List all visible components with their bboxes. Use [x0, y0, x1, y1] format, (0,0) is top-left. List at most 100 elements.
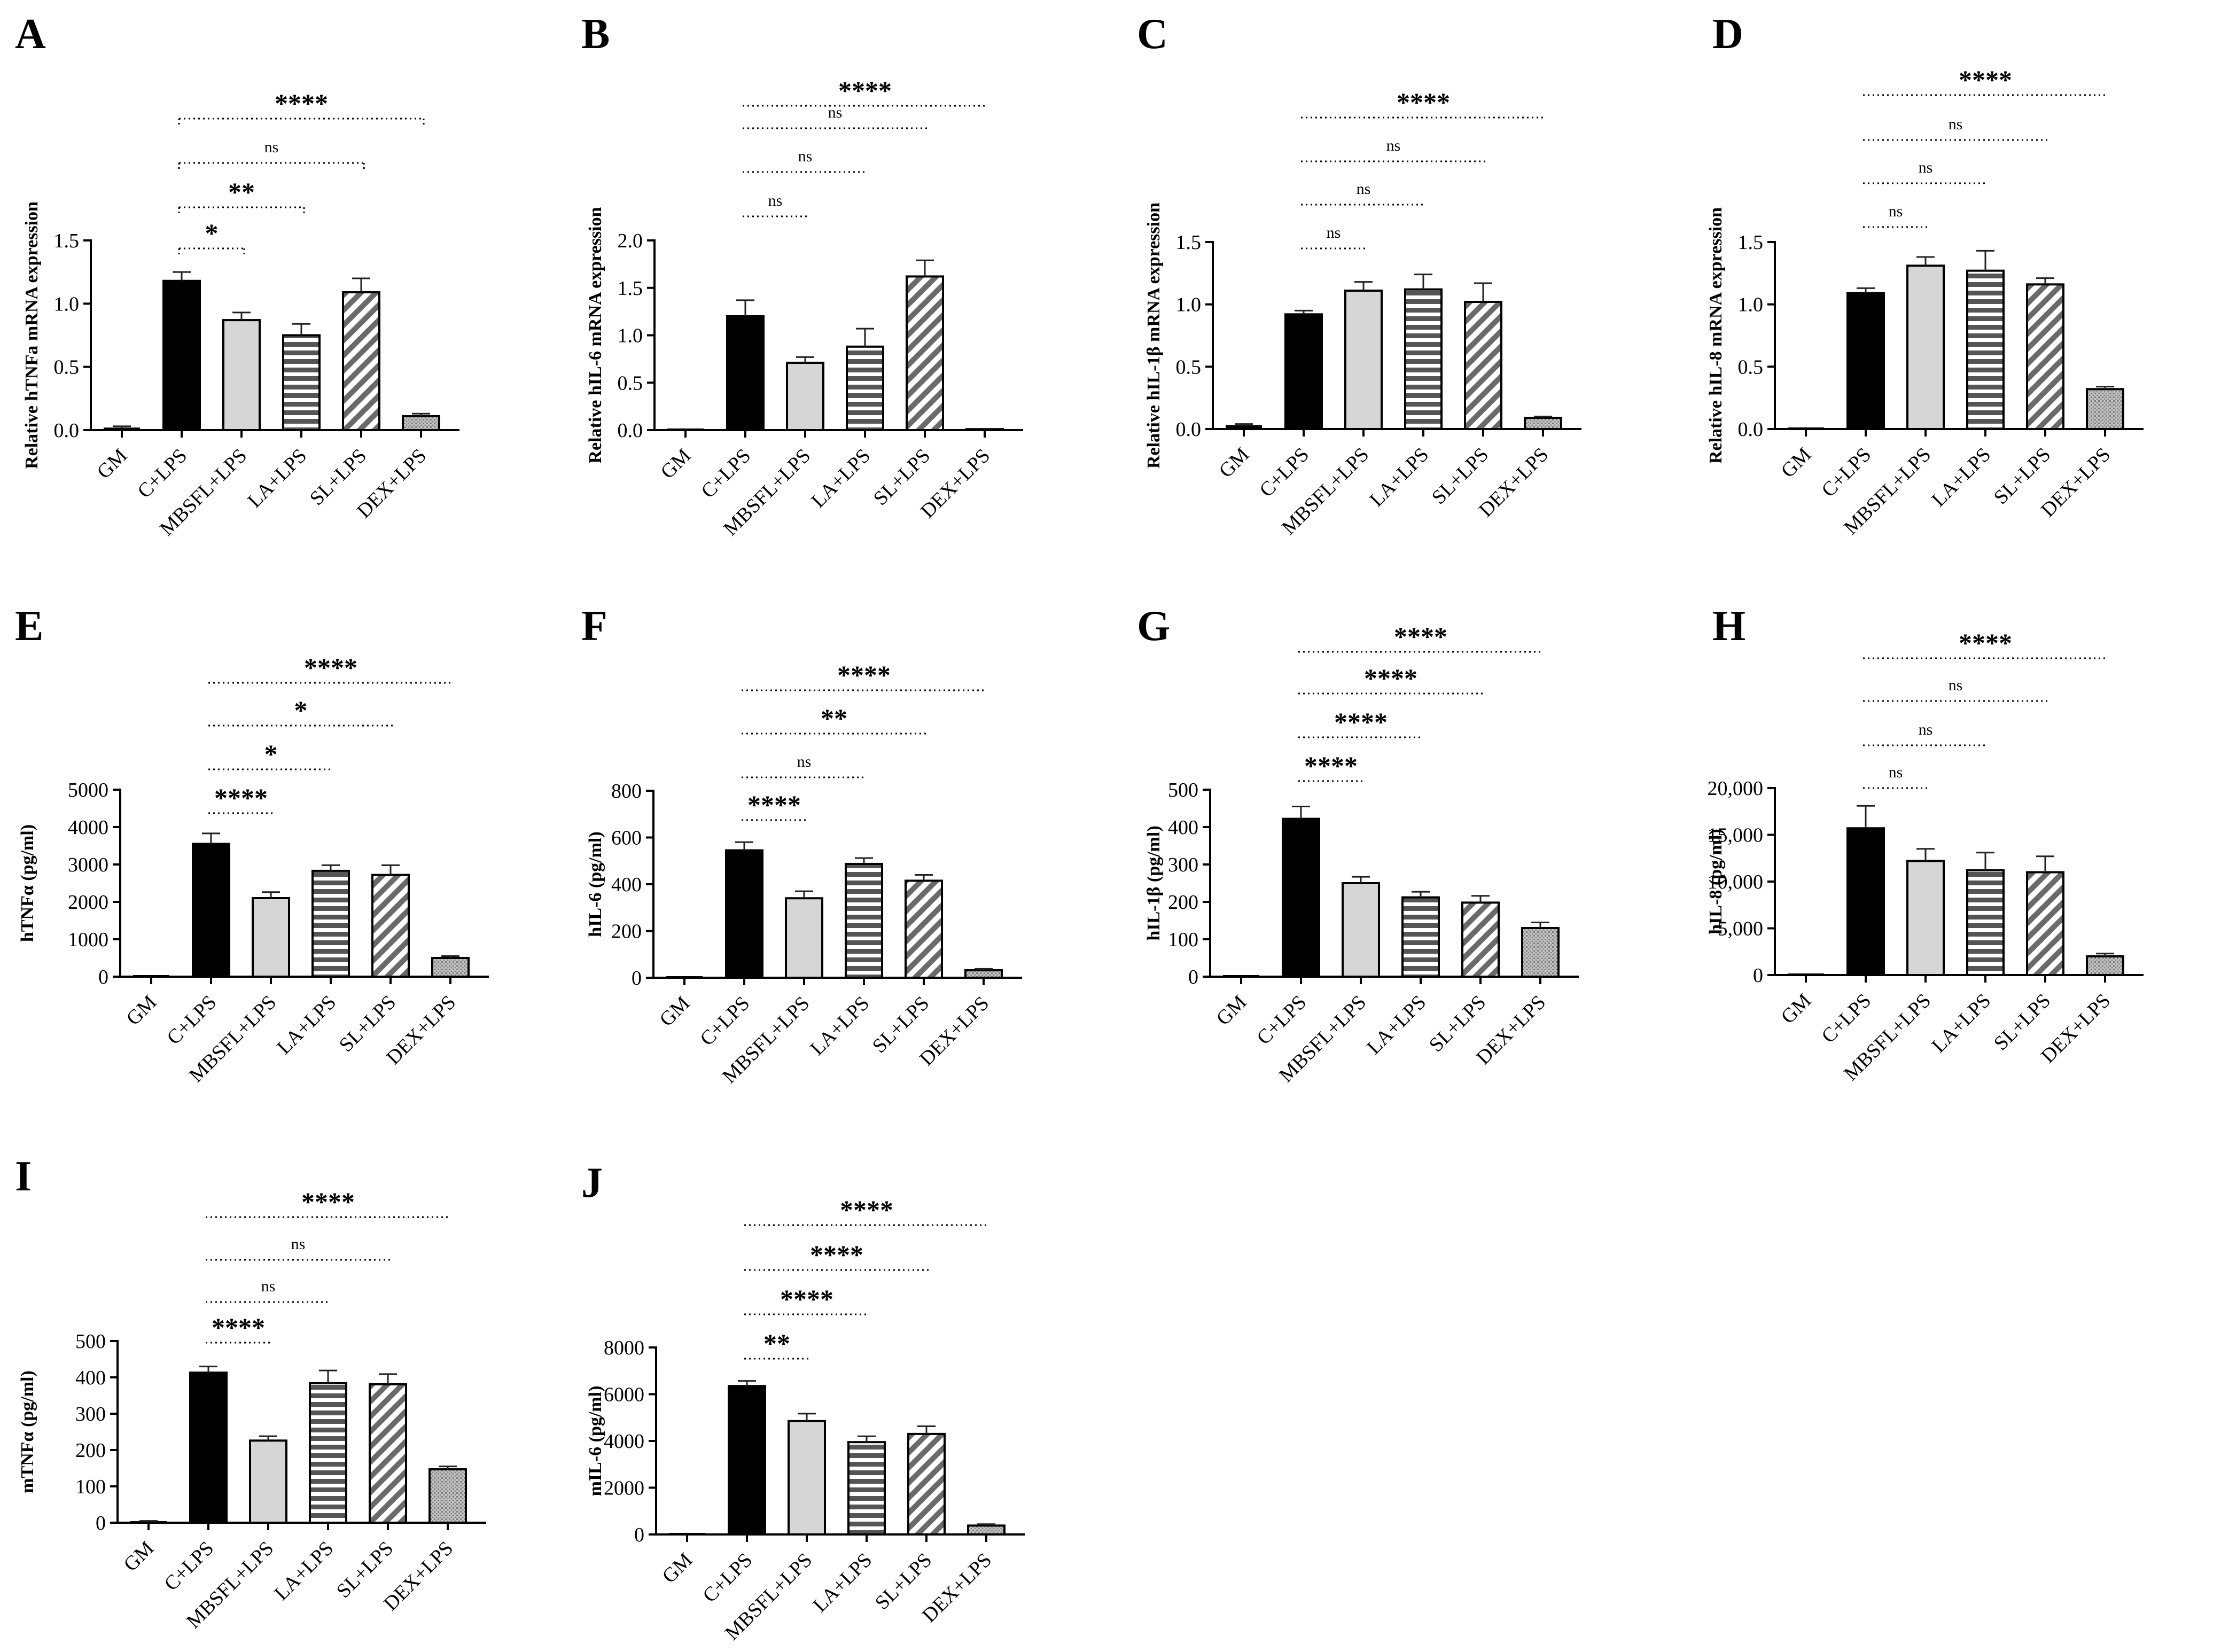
y-tick-label: 200	[75, 1439, 106, 1462]
significance-label: *	[294, 695, 308, 725]
bar-la-lps	[282, 334, 321, 431]
bar-mbsfl-lps	[252, 897, 290, 978]
y-tick-label: 400	[611, 874, 642, 896]
bar-la-lps	[846, 345, 884, 431]
bar-dex-lps	[964, 969, 1003, 979]
significance-label: ****	[304, 652, 357, 682]
bar-sl-lps	[906, 275, 944, 431]
y-tick-label: 500	[1168, 779, 1198, 801]
significance-label: ****	[810, 1240, 863, 1269]
chart-panel-h: H 0 5,000 10,000 15,000 20,000 hIL-8 (pg/ml) GM…	[1706, 603, 2144, 1085]
bar-sl-lps	[342, 291, 380, 431]
y-axis-title: Relative hTNFa mRNA expression	[22, 201, 42, 469]
bar-gm	[1226, 425, 1262, 429]
y-tick-label: 400	[75, 1367, 106, 1389]
significance-label: ****	[1304, 751, 1358, 781]
y-tick-label: 1000	[68, 929, 108, 951]
bar-la-lps	[847, 1441, 886, 1536]
bar-sl-lps	[371, 874, 410, 978]
bar-dex-lps	[1521, 927, 1560, 978]
significance-label: ns	[1919, 159, 1933, 176]
y-axis-title: Relative hIL-8 mRNA expression	[1706, 207, 1726, 464]
bar-c-lps	[728, 1385, 766, 1536]
x-category-label: LA+LPS	[1927, 443, 1995, 511]
significance-label: ****	[212, 1312, 265, 1342]
x-category-label: C+LPS	[1817, 443, 1875, 502]
significance-label: **	[763, 1328, 790, 1358]
y-tick-label: 1.5	[618, 277, 643, 300]
bar-c-lps	[725, 849, 763, 979]
y-axis-title: mIL-6 (pg/ml)	[586, 1386, 605, 1497]
x-category-label: LA+LPS	[270, 1537, 338, 1605]
x-category-label: LA+LPS	[243, 445, 311, 512]
bar-dex-lps	[402, 415, 440, 432]
bar-c-lps	[1846, 292, 1885, 431]
bar-gm	[133, 975, 169, 977]
bar-mbsfl-lps	[786, 361, 824, 431]
bar-gm	[666, 976, 703, 978]
chart-panel-e: E 0 1000 2000 3000 4000 5000 hTNFα (pg/ml) GM C+L…	[15, 603, 489, 1087]
x-category-label: C+LPS	[698, 1549, 757, 1607]
bar-gm	[669, 1533, 705, 1534]
chart-panel-d: D 0.0 0.5 1.0 1.5 Relative hIL-8 mRNA express…	[1706, 11, 2144, 539]
significance-label: ****	[1334, 707, 1388, 737]
bar-mbsfl-lps	[1906, 860, 1945, 976]
panel-letter: D	[1712, 11, 1743, 58]
chart-panel-b: B 0.0 0.5 1.0 1.5 2.0 Relative hIL-6 mRNA expr…	[581, 11, 1023, 540]
bar-mbsfl-lps	[788, 1420, 826, 1536]
y-tick-label: 500	[75, 1330, 106, 1353]
y-tick-label: 4000	[604, 1430, 644, 1453]
bar-c-lps	[189, 1372, 228, 1524]
y-tick-label: 0.5	[618, 372, 643, 394]
bar-sl-lps	[2026, 283, 2064, 430]
significance-label: ns	[1327, 224, 1341, 241]
y-axis-title: hIL-6 (pg/ml)	[586, 831, 605, 937]
x-category-label: LA+LPS	[1362, 991, 1430, 1059]
bar-mbsfl-lps	[1906, 264, 1945, 430]
y-tick-label: 300	[75, 1403, 106, 1425]
x-category-label: C+LPS	[1252, 991, 1311, 1049]
bar-sl-lps	[1464, 301, 1502, 430]
significance-label: ns	[798, 147, 813, 165]
bar-mbsfl-lps	[1344, 290, 1383, 430]
bar-dex-lps	[967, 1524, 1006, 1536]
x-category-label: LA+LPS	[272, 991, 340, 1059]
significance-label: ns	[768, 192, 783, 209]
bar-c-lps	[162, 279, 201, 431]
y-axis-title: mTNFα (pg/ml)	[18, 1370, 37, 1493]
bar-dex-lps	[2086, 388, 2124, 430]
x-category-label: GM	[658, 1549, 697, 1588]
panel-letter: H	[1712, 603, 1745, 650]
significance-label: ns	[1919, 721, 1933, 738]
y-tick-label: 100	[75, 1476, 106, 1498]
y-tick-label: 2000	[68, 891, 108, 914]
y-tick-label: 2.0	[618, 230, 643, 252]
significance-label: **	[821, 703, 847, 733]
significance-label: ****	[275, 88, 328, 118]
bar-la-lps	[845, 862, 883, 979]
x-category-label: GM	[656, 445, 695, 484]
x-category-label: C+LPS	[697, 445, 755, 503]
significance-label: ns	[1949, 676, 1963, 694]
y-tick-label: 0.5	[1176, 356, 1202, 378]
y-axis-title: Relative hIL-1β mRNA expression	[1144, 202, 1164, 469]
bar-la-lps	[309, 1382, 347, 1524]
significance-label: **	[228, 177, 255, 207]
bar-la-lps	[311, 869, 350, 978]
x-category-label: LA+LPS	[807, 445, 875, 512]
y-tick-label: 200	[1168, 891, 1198, 914]
bar-mbsfl-lps	[1342, 882, 1380, 978]
x-category-label: GM	[92, 445, 131, 484]
bar-dex-lps	[965, 428, 1004, 431]
y-tick-label: 3000	[68, 854, 108, 876]
y-tick-label: 0	[634, 1524, 644, 1546]
y-tick-label: 1.0	[618, 325, 643, 347]
y-axis-title: Relative hIL-6 mRNA expression	[586, 207, 605, 463]
x-category-label: C+LPS	[1255, 443, 1313, 502]
significance-label: ns	[1949, 115, 1963, 133]
x-category-label: GM	[1214, 443, 1253, 482]
y-tick-label: 1.0	[1738, 294, 1764, 316]
panel-letter: I	[15, 1153, 32, 1200]
